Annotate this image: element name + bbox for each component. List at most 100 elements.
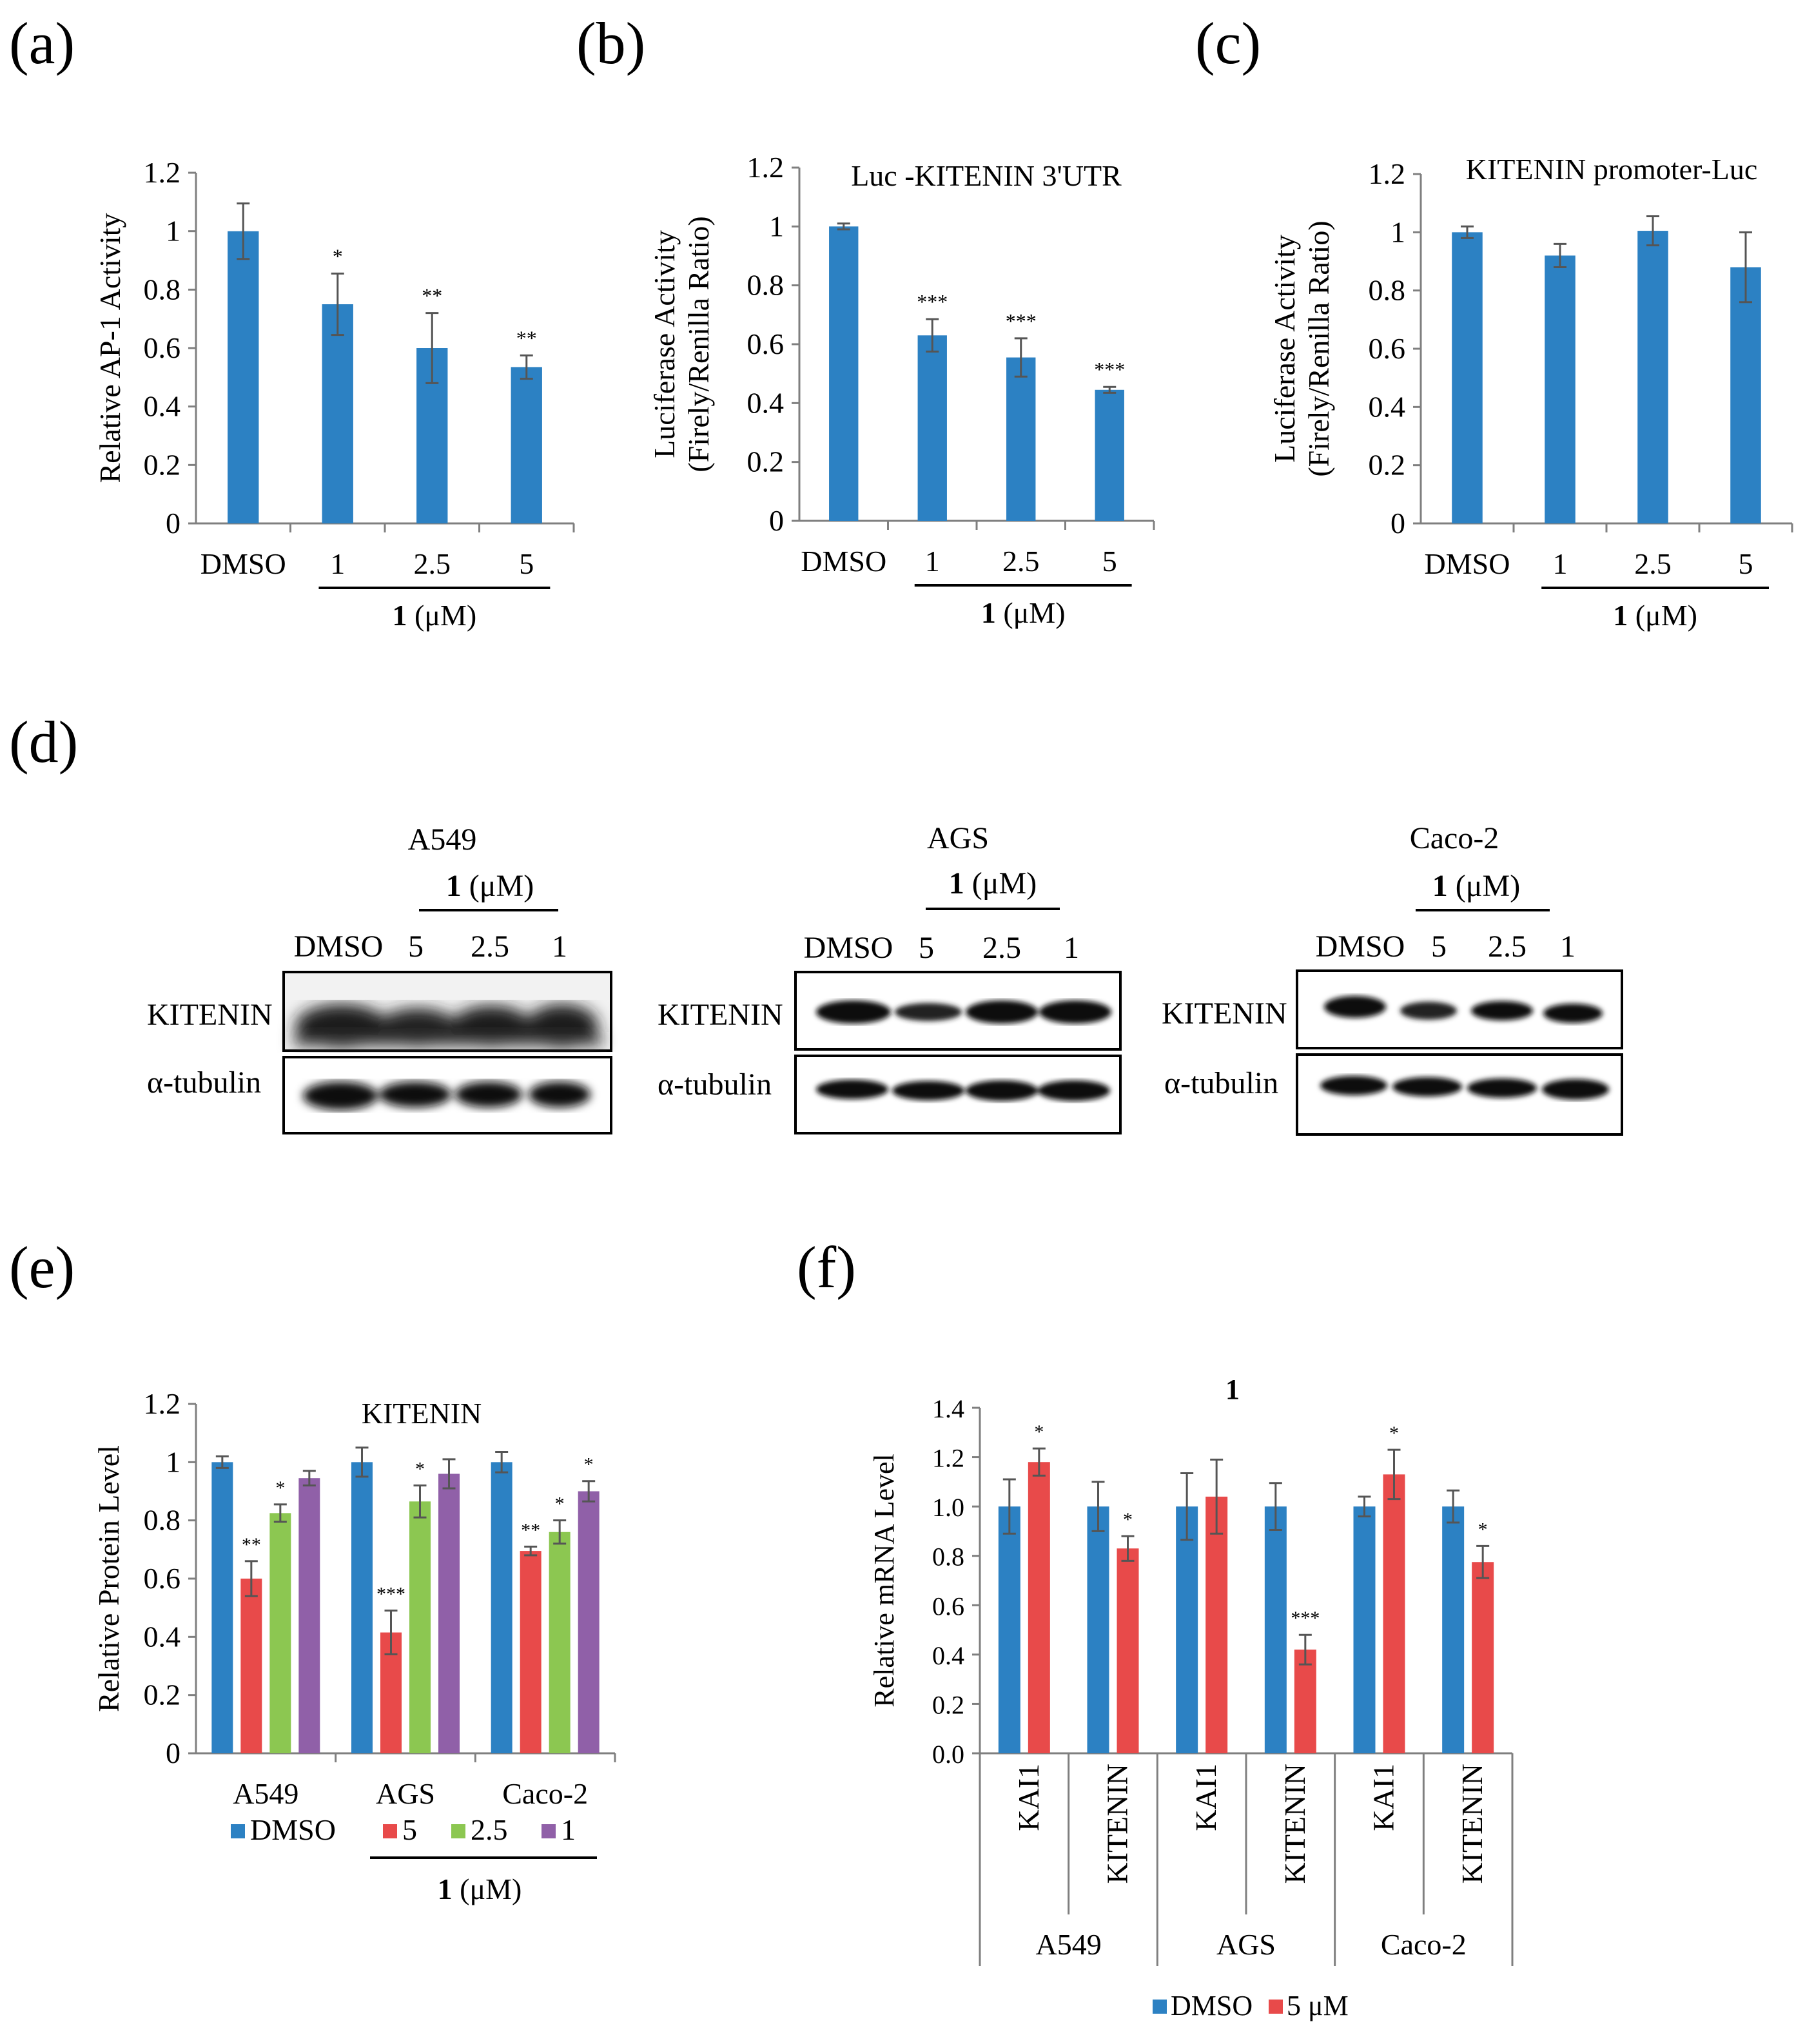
chart-e-bar: [240, 1579, 262, 1753]
chart-f-bar: [1087, 1506, 1109, 1753]
blot-a549-lane-2-5: 2.5: [471, 930, 509, 964]
blot-ags-lane-dmso: DMSO: [804, 931, 893, 965]
chart-e-bar: [438, 1474, 460, 1753]
chart-c-y-tick-label: 0.8: [1369, 274, 1406, 307]
chart-c-y-tick-label: 1.2: [1369, 157, 1406, 190]
chart-f-bar: [1205, 1496, 1228, 1753]
chart-f-y-tick-label: 1.2: [932, 1444, 964, 1473]
chart-f-y-tick-label: 0.8: [932, 1543, 964, 1572]
chart-e-significance: *: [275, 1477, 285, 1499]
chart-a-y-tick-label: 0.8: [144, 273, 181, 306]
panel-label-f: (f): [797, 1234, 856, 1300]
chart-e-bar: [520, 1551, 542, 1753]
chart-e-significance: **: [521, 1519, 540, 1541]
chart-a-x-tick-label: DMSO: [200, 547, 286, 580]
chart-e-y-label: Relative Protein Level: [92, 1445, 125, 1712]
chart-a-bar: [511, 367, 542, 523]
chart-c-bar: [1730, 267, 1761, 523]
chart-b-y-label: Luciferase Activity: [648, 230, 681, 458]
chart-e-y-tick-label: 0.2: [144, 1679, 181, 1711]
chart-b-significance: ***: [917, 290, 948, 313]
blot-caco2-label-kitenin: KITENIN: [1162, 997, 1287, 1031]
chart-f-bar: [1028, 1462, 1050, 1753]
chart-c-y-label: (Firely/Renilla Ratio): [1302, 220, 1335, 476]
blot-caco2-lane-5: 5: [1431, 930, 1447, 964]
chart-b-significance: ***: [1006, 309, 1037, 333]
chart-e-conc-label: 1 (μM): [438, 1873, 522, 1905]
chart-f-legend-label: DMSO: [1171, 1990, 1253, 2021]
chart-a: 0 0.2 0.4 0.6 0.8 1 1.2 DMSO * 1 ** 2.5 ** 5 1 (μM) Rel…: [93, 156, 575, 632]
chart-e-y-tick-label: 0.6: [144, 1562, 181, 1595]
blot-caco2-tubulin-bands: [1320, 1076, 1609, 1100]
chart-f-legend-swatch: [1269, 2000, 1283, 2014]
blot-a549-lane-dmso: DMSO: [294, 930, 384, 964]
chart-a-significance: **: [516, 326, 537, 349]
chart-f-y-label: Relative mRNA Level: [868, 1454, 900, 1707]
chart-f-bar: [998, 1506, 1020, 1753]
chart-f-y-tick-label: 0.0: [932, 1740, 964, 1769]
chart-e-x-tick-label: A549: [233, 1777, 298, 1810]
chart-e-x-tick-label: Caco-2: [502, 1777, 588, 1810]
blot-a549-lane-1: 1: [552, 930, 567, 964]
chart-f-y-tick-label: 1.4: [932, 1394, 964, 1423]
chart-e-bar: [409, 1501, 431, 1753]
blot-ags-label-kitenin: KITENIN: [658, 998, 783, 1032]
chart-e-bar: [491, 1462, 512, 1753]
chart-b-title: Luc -KITENIN 3'UTR: [851, 159, 1122, 192]
chart-f-x-tick-label: KITENIN: [1101, 1764, 1134, 1884]
chart-e-significance: *: [415, 1458, 425, 1479]
chart-e-y-tick-label: 0.4: [144, 1620, 181, 1653]
chart-b-y-tick-label: 0.8: [747, 269, 785, 302]
chart-e-title: KITENIN: [362, 1397, 482, 1430]
chart-a-y-tick-label: 1: [166, 215, 180, 248]
chart-a-y-tick-label: 1.2: [144, 156, 181, 189]
blot-ags: AGS 1 (μM) DMSO 5 2.5 1 KITENIN α-tubuli…: [658, 821, 1122, 1134]
chart-e-legend-swatch: [231, 1824, 245, 1838]
chart-b-bar: [829, 226, 859, 521]
chart-e: 00.20.40.60.811.2***A549****AGS****Caco-…: [92, 1387, 616, 1905]
chart-a-x-tick-label: 5: [519, 547, 534, 580]
blot-ags-kitenin-bands: [816, 1000, 1111, 1024]
chart-b-y-tick-label: 0: [769, 504, 784, 537]
chart-f-x-tick-label: KITENIN: [1278, 1764, 1311, 1884]
chart-e-y-tick-label: 0.8: [144, 1504, 181, 1537]
chart-f-y-tick-label: 1.0: [932, 1493, 964, 1522]
chart-e-significance: *: [584, 1454, 594, 1475]
chart-f-significance: *: [1389, 1423, 1399, 1444]
chart-b-conc-label: 1 (μM): [981, 596, 1066, 629]
chart-f-significance: *: [1034, 1421, 1044, 1443]
chart-a-y-tick-label: 0.2: [144, 448, 181, 481]
blot-ags-lane-5: 5: [919, 931, 934, 965]
blot-ags-title: AGS: [927, 821, 989, 855]
chart-e-legend-swatch: [383, 1824, 397, 1838]
chart-c-bar: [1637, 231, 1668, 523]
blot-ags-conc: 1 (μM): [949, 866, 1037, 900]
chart-f: 0.0 0.2 0.4 0.6 0.8 1.0 1.2 1.4 * KAI1 * KITENIN KAI…: [868, 1374, 1514, 2021]
chart-e-y-tick-label: 0: [166, 1737, 180, 1769]
blot-a549-conc: 1 (μM): [446, 869, 534, 903]
chart-b-y-tick-label: 0.6: [747, 327, 785, 360]
blot-ags-lane-2-5: 2.5: [982, 931, 1021, 965]
chart-e-bar: [269, 1513, 291, 1753]
panel-label-b: (b): [576, 10, 645, 76]
blot-a549: A549 1 (μM) DMSO 5 2.5 1 KITENIN α-tubul…: [147, 822, 612, 1134]
chart-a-x-tick-label: 2.5: [414, 547, 451, 580]
chart-f-x-tick-label: KAI1: [1189, 1764, 1222, 1831]
chart-c-x-tick-label: 5: [1739, 547, 1753, 580]
chart-a-y-tick-label: 0: [166, 507, 180, 540]
chart-f-group-label: A549: [1036, 1928, 1102, 1961]
chart-b-significance: ***: [1094, 358, 1125, 381]
chart-f-group-label: Caco-2: [1381, 1928, 1467, 1961]
blot-ags-tubulin-bands: [816, 1080, 1110, 1101]
chart-c-bar: [1545, 255, 1576, 523]
chart-e-significance: **: [242, 1534, 261, 1555]
chart-b-x-tick-label: DMSO: [801, 545, 886, 578]
chart-c-y-tick-label: 0.2: [1369, 449, 1406, 482]
chart-b-bar: [1006, 357, 1036, 521]
chart-f-bar: [1264, 1506, 1287, 1753]
chart-f-y-tick-label: 0.2: [932, 1690, 964, 1719]
chart-b-x-tick-label: 5: [1102, 545, 1117, 578]
blot-caco2: Caco-2 1 (μM) DMSO 5 2.5 1 KITENIN α-tub…: [1162, 821, 1623, 1136]
chart-a-bar: [322, 304, 353, 523]
